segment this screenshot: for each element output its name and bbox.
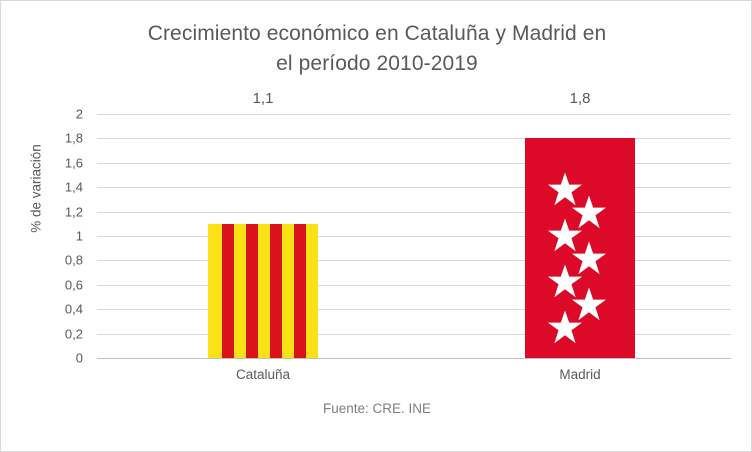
y-tick-label: 2 bbox=[75, 106, 83, 122]
y-tick-label: 0,2 bbox=[64, 326, 83, 342]
flag-stripe-red bbox=[294, 223, 307, 358]
flag-stripe-red bbox=[270, 223, 283, 358]
gridline bbox=[97, 162, 731, 164]
y-tick-label: 0,8 bbox=[64, 252, 83, 268]
bar-cataluna[interactable] bbox=[208, 223, 318, 358]
bar-madrid[interactable] bbox=[525, 138, 635, 358]
data-label-madrid: 1,8 bbox=[569, 90, 591, 107]
flag-stripe-red bbox=[221, 223, 234, 358]
star-icon bbox=[546, 171, 584, 209]
x-axis-line bbox=[97, 358, 731, 359]
y-tick-label: 1,2 bbox=[64, 204, 83, 220]
chart-title: Crecimiento económico en Cataluña y Madr… bbox=[61, 19, 693, 79]
gridline bbox=[97, 138, 731, 140]
star-icon bbox=[570, 286, 608, 324]
y-tick-label: 0,6 bbox=[64, 277, 83, 293]
flag-stripe-yellow bbox=[233, 223, 246, 358]
flag-stripe-red bbox=[245, 223, 259, 358]
star-icon bbox=[570, 194, 608, 232]
y-tick-label: 1,4 bbox=[64, 179, 83, 195]
gridline bbox=[97, 333, 731, 335]
y-axis-tick-labels: 2 1,8 1,6 1,4 1,2 1 0,8 0,6 0,4 0,2 0 bbox=[41, 107, 89, 366]
chart-title-line-2: el período 2010-2019 bbox=[276, 52, 478, 75]
gridline bbox=[97, 309, 731, 311]
senyera-flag-fill bbox=[208, 223, 318, 358]
flag-stripe-yellow bbox=[306, 223, 318, 358]
y-tick-label: 1,8 bbox=[64, 130, 83, 146]
y-tick-label: 0 bbox=[75, 350, 83, 366]
star-icon bbox=[546, 263, 584, 301]
gridline bbox=[97, 114, 731, 115]
x-category-label-madrid: Madrid bbox=[559, 367, 601, 382]
x-axis-category-labels: Cataluña Madrid bbox=[97, 367, 731, 391]
gridline bbox=[97, 236, 731, 237]
gridline bbox=[97, 260, 731, 262]
y-tick-label: 1 bbox=[75, 228, 83, 244]
x-category-label-cataluna: Cataluña bbox=[235, 367, 291, 382]
star-icon bbox=[546, 217, 584, 255]
y-tick-label: 1,6 bbox=[64, 155, 83, 171]
data-label-cataluna: 1,1 bbox=[252, 90, 274, 107]
madrid-flag-fill bbox=[525, 138, 635, 358]
source-note: Fuente: CRE. INE bbox=[322, 401, 432, 416]
flag-stripe-yellow bbox=[258, 223, 271, 358]
flag-stripe-yellow bbox=[282, 223, 295, 358]
plot-area: 1,1 1,8 bbox=[97, 90, 731, 359]
flag-stripe-yellow bbox=[208, 223, 222, 358]
y-tick-label: 0,4 bbox=[64, 301, 83, 317]
gridline bbox=[97, 211, 731, 213]
star-icon bbox=[570, 240, 608, 278]
star-icon bbox=[546, 309, 584, 347]
gridline bbox=[97, 284, 731, 286]
chart-title-line-1: Crecimiento económico en Cataluña y Madr… bbox=[147, 22, 607, 45]
gridline bbox=[97, 187, 731, 189]
